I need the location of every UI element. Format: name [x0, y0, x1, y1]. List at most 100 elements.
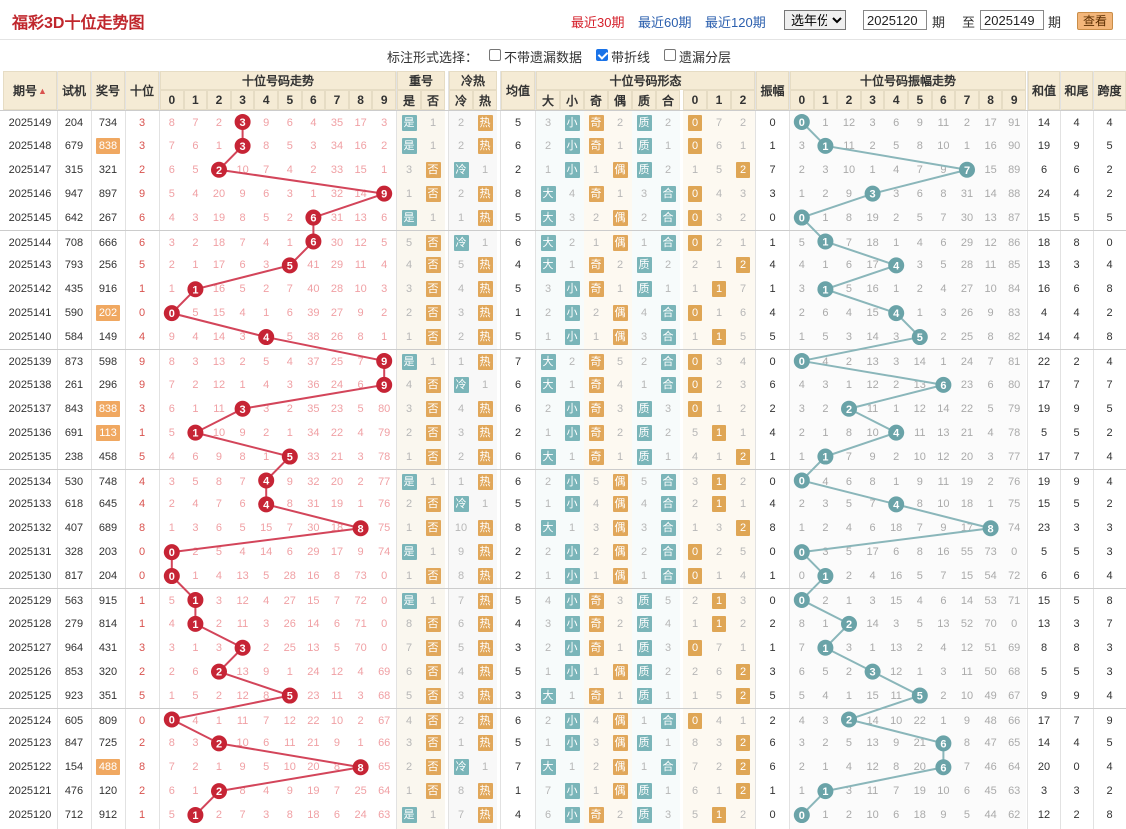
amp-omission: 9	[916, 117, 923, 129]
amp-omission: 8	[916, 498, 923, 511]
oe-cell: 奇	[584, 111, 608, 135]
hotcold-value: 1	[481, 163, 489, 176]
tens-cell: 1	[138, 595, 146, 607]
column-divider	[448, 71, 449, 829]
year-select[interactable]: 选年份	[784, 10, 846, 30]
pc-cell: 质	[632, 612, 656, 636]
trend-omission: 2	[192, 546, 199, 559]
issue-cell: 2025122	[8, 761, 52, 774]
table-row: 2025125 923 351 5 1 5 2 12 8 23 11 3 68 5 否 3 热 3 大 1 奇 1 质 1 1 5…	[0, 684, 1126, 708]
mod-value: 1	[715, 259, 723, 272]
trend-omission: 8	[286, 498, 293, 511]
mod-cell: 1	[707, 803, 731, 827]
hotcold-cell: 热	[473, 206, 497, 230]
amp-omission: 1	[798, 450, 805, 463]
trend-omission: 8	[239, 785, 246, 798]
bs-cell: 4	[536, 589, 560, 613]
oe-value: 3	[592, 522, 600, 535]
mod-cell: 3	[731, 589, 755, 613]
sumtail-cell: 7	[1073, 714, 1080, 727]
option-polyline-checkbox[interactable]	[596, 49, 608, 61]
table-row: 2025147 315 321 2 6 5 10 7 4 2 33 15 1 3 否冷 1 2 1 小 1 偶质 2 1 5 2…	[0, 158, 1126, 182]
trend-omission: 32	[307, 475, 320, 488]
tens-cell: 2	[138, 785, 146, 798]
amp-omission: 6	[893, 117, 900, 129]
pc-cell: 1	[656, 731, 680, 755]
pc-value: 2	[640, 356, 648, 368]
hotcold-cell: 热	[473, 325, 497, 349]
repeat-cell: 否	[421, 709, 445, 733]
amp-omission: 3	[845, 331, 853, 344]
option-omission-layer-checkbox[interactable]	[664, 49, 676, 61]
option-no-omission-checkbox[interactable]	[489, 49, 501, 61]
query-button[interactable]: 查看	[1077, 12, 1113, 30]
link-recent-30[interactable]: 最近30期	[571, 15, 625, 30]
mod-cell: 1	[731, 421, 755, 445]
tens-cell: 2	[138, 163, 146, 176]
trend-omission: 2	[381, 139, 388, 152]
amp-cell: 6	[769, 378, 776, 391]
oe-cell: 2	[608, 803, 632, 827]
prize-number: 203	[98, 546, 118, 559]
option-polyline-label[interactable]: 带折线	[611, 50, 651, 65]
option-no-omission-label[interactable]: 不带遗漏数据	[504, 50, 583, 65]
amp-cell: 3	[769, 665, 776, 678]
bs-cell: 大	[536, 182, 560, 206]
pc-value: 1	[640, 236, 648, 249]
amp-omission: 80	[1008, 378, 1021, 391]
hotcold-cell: 热	[473, 253, 497, 277]
oe-cell: 5	[608, 350, 632, 374]
sort-icon[interactable]: ▲	[38, 85, 47, 96]
link-recent-60[interactable]: 最近60期	[638, 15, 692, 30]
span-cell: 2	[1106, 307, 1113, 320]
pc-value: 1	[664, 139, 672, 152]
trend-omission: 12	[354, 236, 367, 249]
tens-cell: 0	[138, 714, 146, 727]
amp-omission: 26	[960, 307, 974, 320]
amp-omission: 1	[845, 689, 853, 702]
oe-value: 2	[616, 259, 624, 272]
amp-omission: 2	[798, 307, 805, 320]
bs-cell: 小	[560, 779, 584, 803]
amp-omission: 11	[866, 785, 879, 798]
oe-value: 奇	[588, 376, 604, 393]
amp-omission: 5	[963, 809, 971, 822]
mod-cell: 1	[707, 564, 731, 588]
trend-omission: 2	[310, 163, 317, 176]
prize-cell: 202	[91, 301, 125, 325]
mod-cell: 0	[683, 111, 707, 135]
mod-cell: 7	[683, 755, 707, 779]
trend-omission: 6	[192, 139, 199, 152]
mod-cell: 0	[683, 134, 707, 158]
repeat-value: 是	[401, 807, 417, 824]
trend-omission: 71	[354, 617, 367, 630]
bs-cell: 小	[560, 325, 584, 349]
amp-omission: 2	[822, 402, 829, 415]
amp-omission: 14	[866, 617, 879, 630]
amp-omission: 2	[845, 809, 853, 822]
issue-cell: 2025143	[8, 259, 52, 272]
trend-omission: 1	[357, 498, 364, 511]
option-omission-layer-label[interactable]: 遗漏分层	[679, 50, 732, 65]
span-cell: 9	[1106, 714, 1113, 727]
oe-value: 1	[592, 665, 600, 678]
trial-cell: 563	[64, 595, 84, 607]
from-issue-input[interactable]	[863, 10, 927, 30]
pc-cell: 4	[632, 492, 656, 516]
trend-omission: 24	[354, 809, 367, 822]
amp-omission: 8	[987, 331, 994, 344]
to-issue-input[interactable]	[980, 10, 1044, 30]
link-recent-120[interactable]: 最近120期	[705, 15, 766, 30]
oe-cell: 偶	[608, 516, 632, 540]
oe-cell: 偶	[608, 779, 632, 803]
oe-value: 奇	[588, 687, 604, 704]
trial-cell: 853	[64, 665, 84, 678]
trend-omission: 3	[263, 809, 270, 822]
trend-omission: 17	[354, 117, 367, 129]
oe-cell: 奇	[584, 397, 608, 421]
table-row: 2025139 873 598 9 8 3 13 2 5 4 37 25 7 是 1 1 热 7 大 2 奇 5 2 合 0 3 4…	[0, 349, 1126, 373]
header-trend-digit: 5	[278, 90, 302, 110]
pc-value: 1	[640, 761, 648, 774]
amp-omission: 22	[960, 402, 974, 415]
pc-value: 2	[664, 163, 672, 176]
